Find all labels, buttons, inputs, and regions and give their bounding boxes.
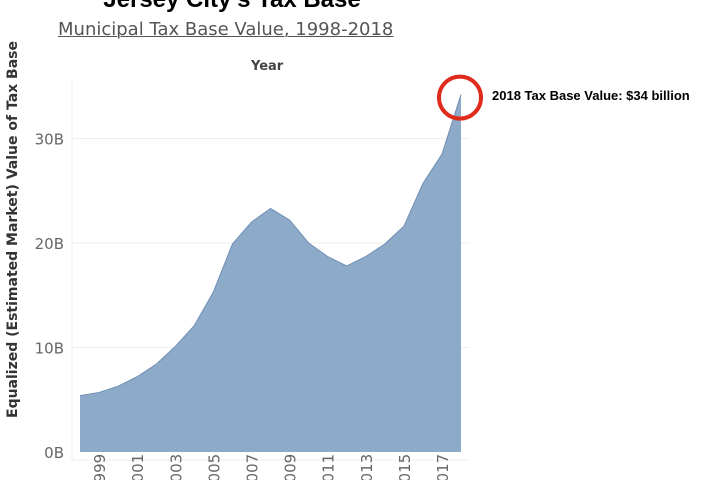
y-tick-label: 20B xyxy=(35,235,64,253)
x-tick-label: 2015 xyxy=(396,454,414,480)
area-series xyxy=(80,94,461,453)
x-tick-label: 2013 xyxy=(358,454,376,480)
annotation-label: 2018 Tax Base Value: $34 billion xyxy=(492,88,690,103)
x-tick-label: 2009 xyxy=(282,454,300,480)
highlight-circle xyxy=(437,74,483,121)
x-tick-label: 2001 xyxy=(129,454,147,480)
chart-title: Jersey City's Tax Base xyxy=(0,0,464,14)
area-series-line xyxy=(79,94,462,397)
x-tick-label: 1999 xyxy=(91,454,109,480)
x-tick-label: 2003 xyxy=(167,454,185,480)
x-tick-label: 2011 xyxy=(320,454,338,480)
y-tick-label: 10B xyxy=(35,340,64,358)
x-tick-label: 2005 xyxy=(205,454,223,480)
x-axis-title: Year xyxy=(251,59,284,74)
x-tick-label: 2017 xyxy=(434,454,452,480)
x-tick-label: 2007 xyxy=(243,454,261,480)
y-tick-label: 30B xyxy=(35,131,64,149)
chart-subtitle[interactable]: Municipal Tax Base Value, 1998-2018 xyxy=(58,19,394,40)
y-tick-label: 0B xyxy=(44,444,64,462)
